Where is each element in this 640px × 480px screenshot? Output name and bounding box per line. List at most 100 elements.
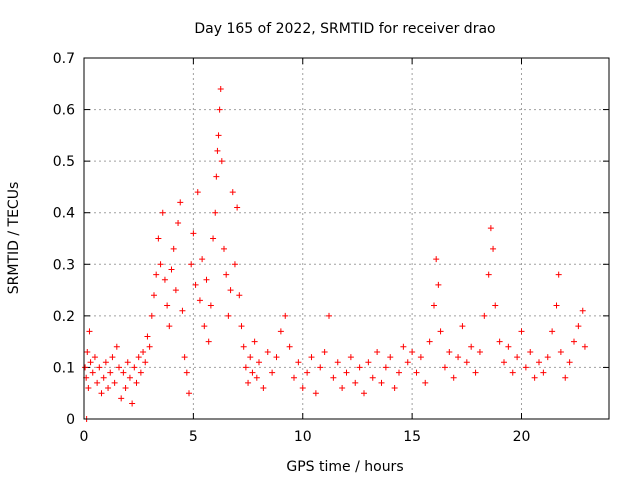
data-point (216, 106, 223, 113)
data-point (238, 323, 245, 330)
data-point (84, 348, 91, 355)
data-point (249, 369, 256, 376)
data-point (229, 189, 236, 196)
data-point (89, 369, 96, 376)
y-tick-label: 0.1 (53, 360, 75, 376)
data-point (492, 302, 499, 309)
data-point (118, 395, 125, 402)
data-point (231, 261, 238, 268)
data-point (426, 338, 433, 345)
data-point (472, 369, 479, 376)
plot-frame (83, 57, 610, 420)
data-point (446, 348, 453, 355)
grid-lines (84, 58, 609, 419)
data-point (413, 369, 420, 376)
y-tick-label: 0 (66, 412, 75, 428)
x-tick-labels: 0 5 10 15 20 (80, 429, 531, 445)
data-point (463, 359, 470, 366)
data-point (286, 343, 293, 350)
data-point (555, 271, 562, 278)
data-point (481, 312, 488, 319)
data-point (131, 364, 138, 371)
data-point (536, 359, 542, 366)
data-point (304, 369, 311, 376)
data-point (100, 374, 107, 381)
data-point (518, 328, 525, 335)
data-point (177, 199, 184, 206)
data-point (365, 359, 372, 366)
data-point (148, 312, 155, 319)
y-tick-label: 0.7 (53, 51, 75, 67)
data-point (196, 297, 203, 304)
data-points (82, 85, 588, 422)
data-point (188, 261, 195, 268)
data-point (179, 307, 186, 314)
data-point (260, 385, 267, 392)
data-point (374, 348, 381, 355)
data-point (431, 302, 437, 309)
data-point (339, 385, 346, 392)
data-point (435, 281, 442, 288)
data-point (105, 385, 112, 392)
data-point (514, 354, 521, 361)
data-point (133, 379, 140, 386)
y-tick-label: 0.3 (53, 257, 75, 273)
data-point (549, 328, 556, 335)
data-point (369, 374, 376, 381)
data-point (343, 369, 350, 376)
data-point (109, 354, 116, 361)
data-point (455, 354, 462, 361)
data-point (221, 245, 227, 252)
data-point (140, 348, 147, 355)
data-point (291, 374, 297, 381)
data-point (387, 354, 394, 361)
data-point (522, 364, 529, 371)
data-point (166, 323, 173, 330)
data-point (417, 354, 424, 361)
data-point (172, 287, 179, 294)
x-tick-label: 15 (403, 429, 421, 445)
data-point (142, 359, 149, 366)
data-point (124, 359, 131, 366)
data-point (214, 147, 221, 154)
data-point (317, 364, 324, 371)
data-point (85, 385, 92, 392)
y-axis-label: SRMTID / TECUs (6, 182, 22, 295)
data-point (82, 364, 89, 371)
data-point (557, 348, 564, 355)
data-point (94, 379, 101, 386)
data-point (579, 307, 586, 314)
data-point (450, 374, 457, 381)
data-point (352, 379, 359, 386)
data-point (531, 374, 538, 381)
data-point (234, 204, 241, 211)
data-point (299, 385, 306, 392)
data-point (391, 385, 398, 392)
data-point (122, 385, 129, 392)
data-point (396, 369, 402, 376)
data-point (201, 323, 208, 330)
data-point (459, 323, 466, 330)
data-point (168, 266, 175, 273)
data-point (181, 354, 188, 361)
data-point (212, 209, 219, 216)
data-point (129, 400, 136, 407)
data-point (485, 271, 492, 278)
data-point (190, 230, 197, 237)
data-point (186, 390, 192, 397)
y-tick-label: 0.4 (53, 206, 75, 222)
data-point (553, 302, 560, 309)
data-point (575, 323, 582, 330)
x-tick-label: 5 (189, 429, 198, 445)
data-point (334, 359, 341, 366)
data-point (264, 348, 271, 355)
data-point (98, 390, 105, 397)
data-point (207, 302, 214, 309)
data-point (330, 374, 337, 381)
y-tick-label: 0.5 (53, 154, 75, 170)
data-point (227, 287, 234, 294)
data-point (91, 354, 98, 361)
data-point (87, 359, 94, 366)
data-point (490, 245, 497, 252)
data-point (192, 281, 199, 288)
